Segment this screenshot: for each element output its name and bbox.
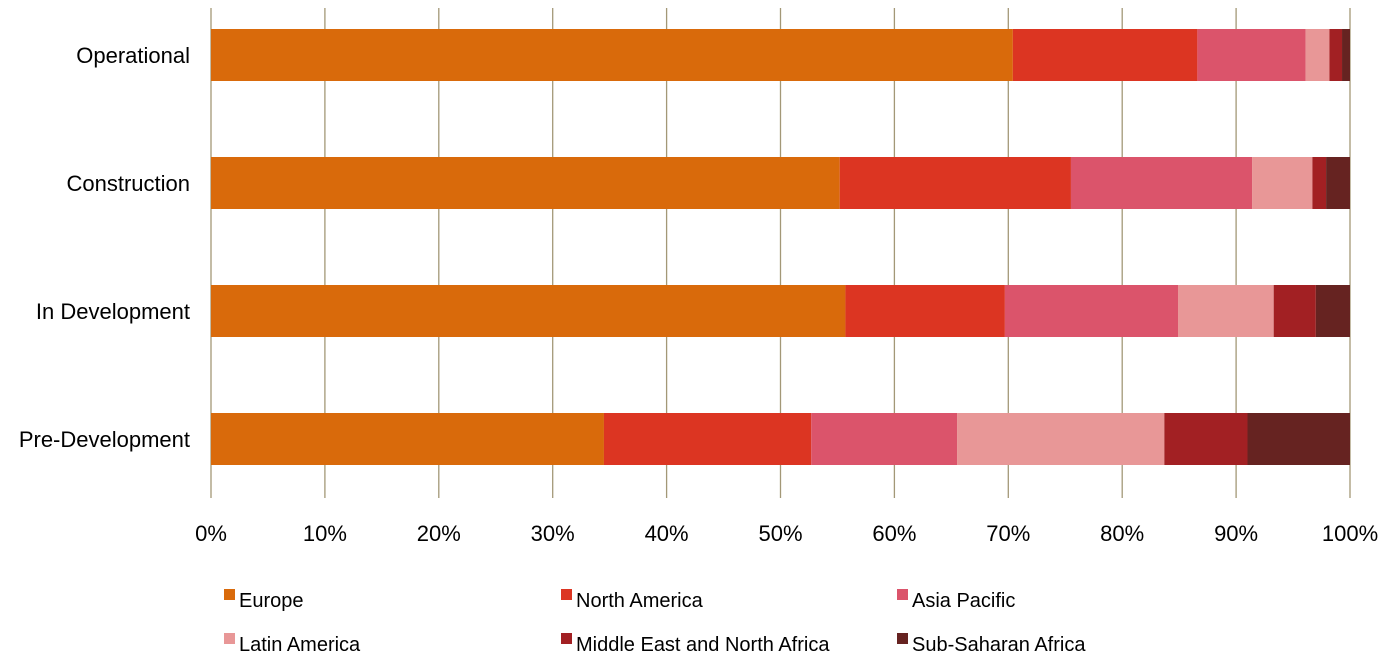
bar-pre-development-north-america [603,413,812,465]
bar-operational-middle-east-and-north-africa [1329,29,1343,81]
legend-label: Europe [239,590,304,612]
bar-in-development-asia-pacific [1004,285,1179,337]
category-label: In Development [36,299,190,324]
bar-pre-development-latin-america [957,413,1165,465]
bar-construction-middle-east-and-north-africa [1312,157,1327,209]
x-axis-tick-labels: 0% 10% 20% 30% 40% 50% 60% 70% 80% 90% 100% [195,521,1378,546]
bar-operational-sub-saharan-africa [1342,29,1350,81]
legend-label: Middle East and North Africa [576,634,830,653]
bar-pre-development-asia-pacific [811,413,958,465]
bar-in-development-latin-america [1178,285,1274,337]
bar-construction-asia-pacific [1070,157,1253,209]
x-tick-label: 30% [531,521,575,546]
x-tick-label: 70% [986,521,1030,546]
bar-construction-europe [211,157,840,209]
legend-item-europe: Europe [224,589,304,612]
legend-label: Latin America [239,634,361,653]
bar-construction-latin-america [1252,157,1313,209]
bar-pre-development-sub-saharan-africa [1247,413,1350,465]
legend-swatch [897,633,908,644]
legend-item-latin-america: Latin America [224,633,361,653]
legend-swatch [897,589,908,600]
legend-swatch [561,633,572,644]
bar-operational-north-america [1012,29,1198,81]
x-tick-label: 10% [303,521,347,546]
x-tick-label: 20% [417,521,461,546]
bars [211,29,1350,465]
x-tick-label: 50% [758,521,802,546]
bar-operational-latin-america [1305,29,1330,81]
bar-pre-development-middle-east-and-north-africa [1164,413,1248,465]
legend-item-sub-saharan-africa: Sub-Saharan Africa [897,633,1086,653]
bar-construction-north-america [839,157,1071,209]
legend: Europe North America Asia Pacific Latin Ame… [224,589,1086,653]
x-tick-label: 0% [195,521,227,546]
bar-in-development-north-america [845,285,1005,337]
bar-pre-development-europe [211,413,604,465]
x-tick-label: 40% [645,521,689,546]
x-tick-label: 80% [1100,521,1144,546]
category-labels: Operational Construction In Development Pre… [19,43,190,452]
legend-item-asia-pacific: Asia Pacific [897,589,1015,612]
bar-operational-asia-pacific [1197,29,1306,81]
legend-label: Asia Pacific [912,590,1015,612]
x-tick-label: 90% [1214,521,1258,546]
bar-in-development-sub-saharan-africa [1315,285,1350,337]
x-tick-label: 60% [872,521,916,546]
legend-swatch [224,633,235,644]
legend-item-north-america: North America [561,589,704,612]
bar-in-development-europe [211,285,846,337]
legend-item-middle-east-and-north-africa: Middle East and North Africa [561,633,830,653]
bar-in-development-middle-east-and-north-africa [1273,285,1316,337]
x-tick-label: 100% [1322,521,1378,546]
category-label: Construction [66,171,190,196]
bar-operational-europe [211,29,1013,81]
legend-label: Sub-Saharan Africa [912,634,1086,653]
legend-swatch [561,589,572,600]
legend-label: North America [576,590,704,612]
legend-swatch [224,589,235,600]
bar-construction-sub-saharan-africa [1326,157,1350,209]
category-label: Pre-Development [19,427,190,452]
category-label: Operational [76,43,190,68]
